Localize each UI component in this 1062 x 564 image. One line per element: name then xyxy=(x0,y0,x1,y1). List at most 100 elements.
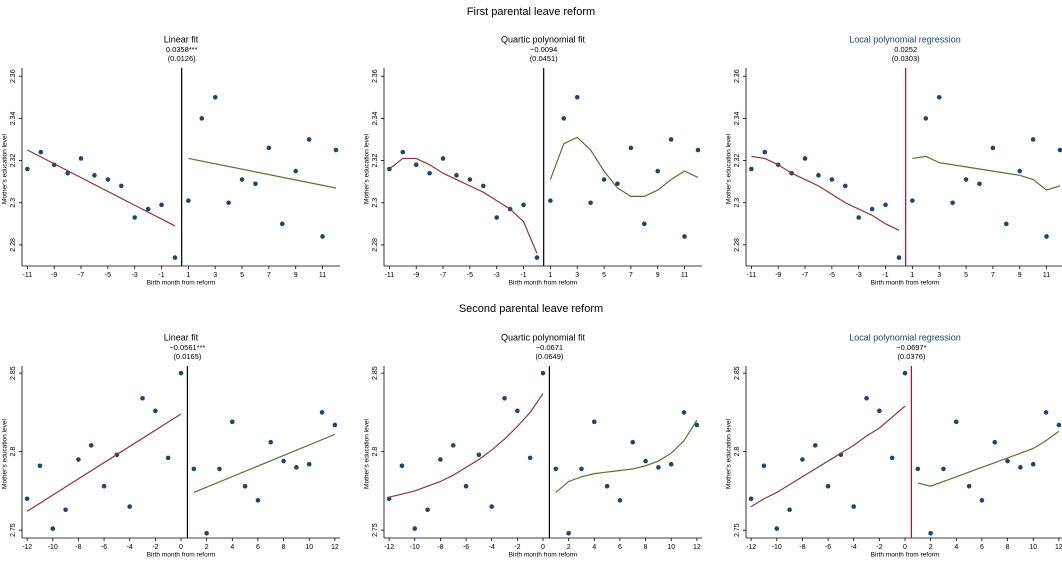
data-point xyxy=(615,181,620,187)
data-point xyxy=(24,496,30,502)
data-point xyxy=(1017,168,1023,174)
data-point xyxy=(502,395,507,401)
data-point xyxy=(319,410,325,415)
data-point xyxy=(1030,461,1036,467)
x-axis-label: Birth month from reform xyxy=(871,552,940,559)
data-point xyxy=(527,455,533,461)
x-tick-label: -10 xyxy=(772,544,782,551)
y-tick-label: 2.8 xyxy=(10,447,17,457)
x-tick-label: -5 xyxy=(829,272,835,279)
data-point xyxy=(761,463,767,469)
data-point xyxy=(281,458,286,464)
x-tick-label: -12 xyxy=(384,544,394,551)
data-point xyxy=(78,156,84,161)
x-tick-label: -6 xyxy=(463,544,469,551)
x-tick-label: -8 xyxy=(75,544,81,551)
x-tick-label: 11 xyxy=(1043,272,1050,279)
x-tick-label: -4 xyxy=(127,544,133,551)
data-point xyxy=(280,221,285,227)
x-tick-label: -2 xyxy=(152,544,158,551)
annotation: (0.0376) xyxy=(897,352,925,361)
x-tick-label: 10 xyxy=(667,544,675,551)
data-point xyxy=(941,466,946,472)
data-point xyxy=(1005,458,1010,464)
data-point xyxy=(239,177,245,182)
x-tick-label: -5 xyxy=(105,272,111,279)
x-tick-label: 8 xyxy=(644,544,648,551)
data-point xyxy=(774,526,780,531)
x-tick-label: -9 xyxy=(775,272,781,279)
x-tick-label: 4 xyxy=(230,544,234,551)
data-point xyxy=(829,177,835,182)
panel: Linear fit−0.0561***(0.0165) 2.75 2.8 2.85 -… xyxy=(2,332,340,559)
x-tick-label: 4 xyxy=(954,544,958,551)
x-tick-label: 5 xyxy=(240,272,244,279)
x-tick-label: -1 xyxy=(158,272,164,279)
data-point xyxy=(463,483,469,489)
x-tick-label: 6 xyxy=(618,544,622,551)
data-point xyxy=(191,466,197,472)
fit-line xyxy=(750,405,906,508)
data-point xyxy=(604,483,610,489)
data-point xyxy=(963,177,969,182)
data-point xyxy=(25,166,30,172)
data-point xyxy=(617,498,623,503)
data-point xyxy=(440,156,446,161)
data-point xyxy=(268,439,274,445)
x-tick-label: -7 xyxy=(78,272,84,279)
data-point xyxy=(1004,221,1009,227)
annotation: (0.0165) xyxy=(173,352,201,361)
data-point xyxy=(50,526,56,531)
x-tick-label: 3 xyxy=(575,272,579,279)
data-point xyxy=(1057,147,1062,153)
data-point xyxy=(923,116,929,121)
x-tick-label: 11 xyxy=(319,272,326,279)
fit-line xyxy=(549,136,699,198)
x-tick-label: 0 xyxy=(541,544,545,551)
x-tick-label: 2 xyxy=(929,544,933,551)
x-tick-label: 8 xyxy=(282,544,286,551)
data-point xyxy=(38,149,44,155)
x-tick-label: 0 xyxy=(903,544,907,551)
data-point xyxy=(159,202,164,208)
data-point xyxy=(186,198,191,203)
data-point xyxy=(842,183,848,189)
data-point xyxy=(851,504,857,509)
data-point xyxy=(306,137,312,142)
data-point xyxy=(642,221,647,227)
data-point xyxy=(668,137,674,142)
x-tick-label: 1 xyxy=(186,272,190,279)
x-tick-label: 5 xyxy=(964,272,968,279)
x-axis-label: Birth month from reform xyxy=(509,280,578,287)
x-tick-label: 10 xyxy=(1029,544,1037,551)
data-point xyxy=(386,496,392,502)
data-point xyxy=(105,177,111,182)
data-point xyxy=(1043,410,1049,415)
data-point xyxy=(253,181,258,187)
fit-line xyxy=(555,419,698,493)
x-tick-label: -9 xyxy=(413,272,419,279)
x-tick-label: -12 xyxy=(746,544,756,551)
row-title: First parental leave reform xyxy=(467,6,595,18)
data-point xyxy=(656,465,661,470)
data-point xyxy=(877,408,882,414)
x-tick-label: -3 xyxy=(494,272,500,279)
data-point xyxy=(864,395,869,401)
data-point xyxy=(561,116,567,121)
x-tick-label: -12 xyxy=(22,544,32,551)
data-point xyxy=(812,443,818,448)
data-point xyxy=(591,419,597,425)
data-point xyxy=(762,149,768,155)
panel: Local polynomial regression0.0252(0.0303… xyxy=(726,34,1062,287)
data-point xyxy=(566,530,571,536)
y-axis-label: Mother's education level xyxy=(364,134,371,204)
x-tick-label: 6 xyxy=(980,544,984,551)
y-tick-label: 2.85 xyxy=(10,366,17,380)
data-point xyxy=(668,461,674,467)
data-point xyxy=(467,177,473,182)
panel: Local polynomial regression−0.0697*(0.03… xyxy=(726,332,1062,559)
x-tick-label: -10 xyxy=(410,544,420,551)
y-tick-label: 2.75 xyxy=(10,523,17,537)
x-tick-label: 9 xyxy=(294,272,298,279)
